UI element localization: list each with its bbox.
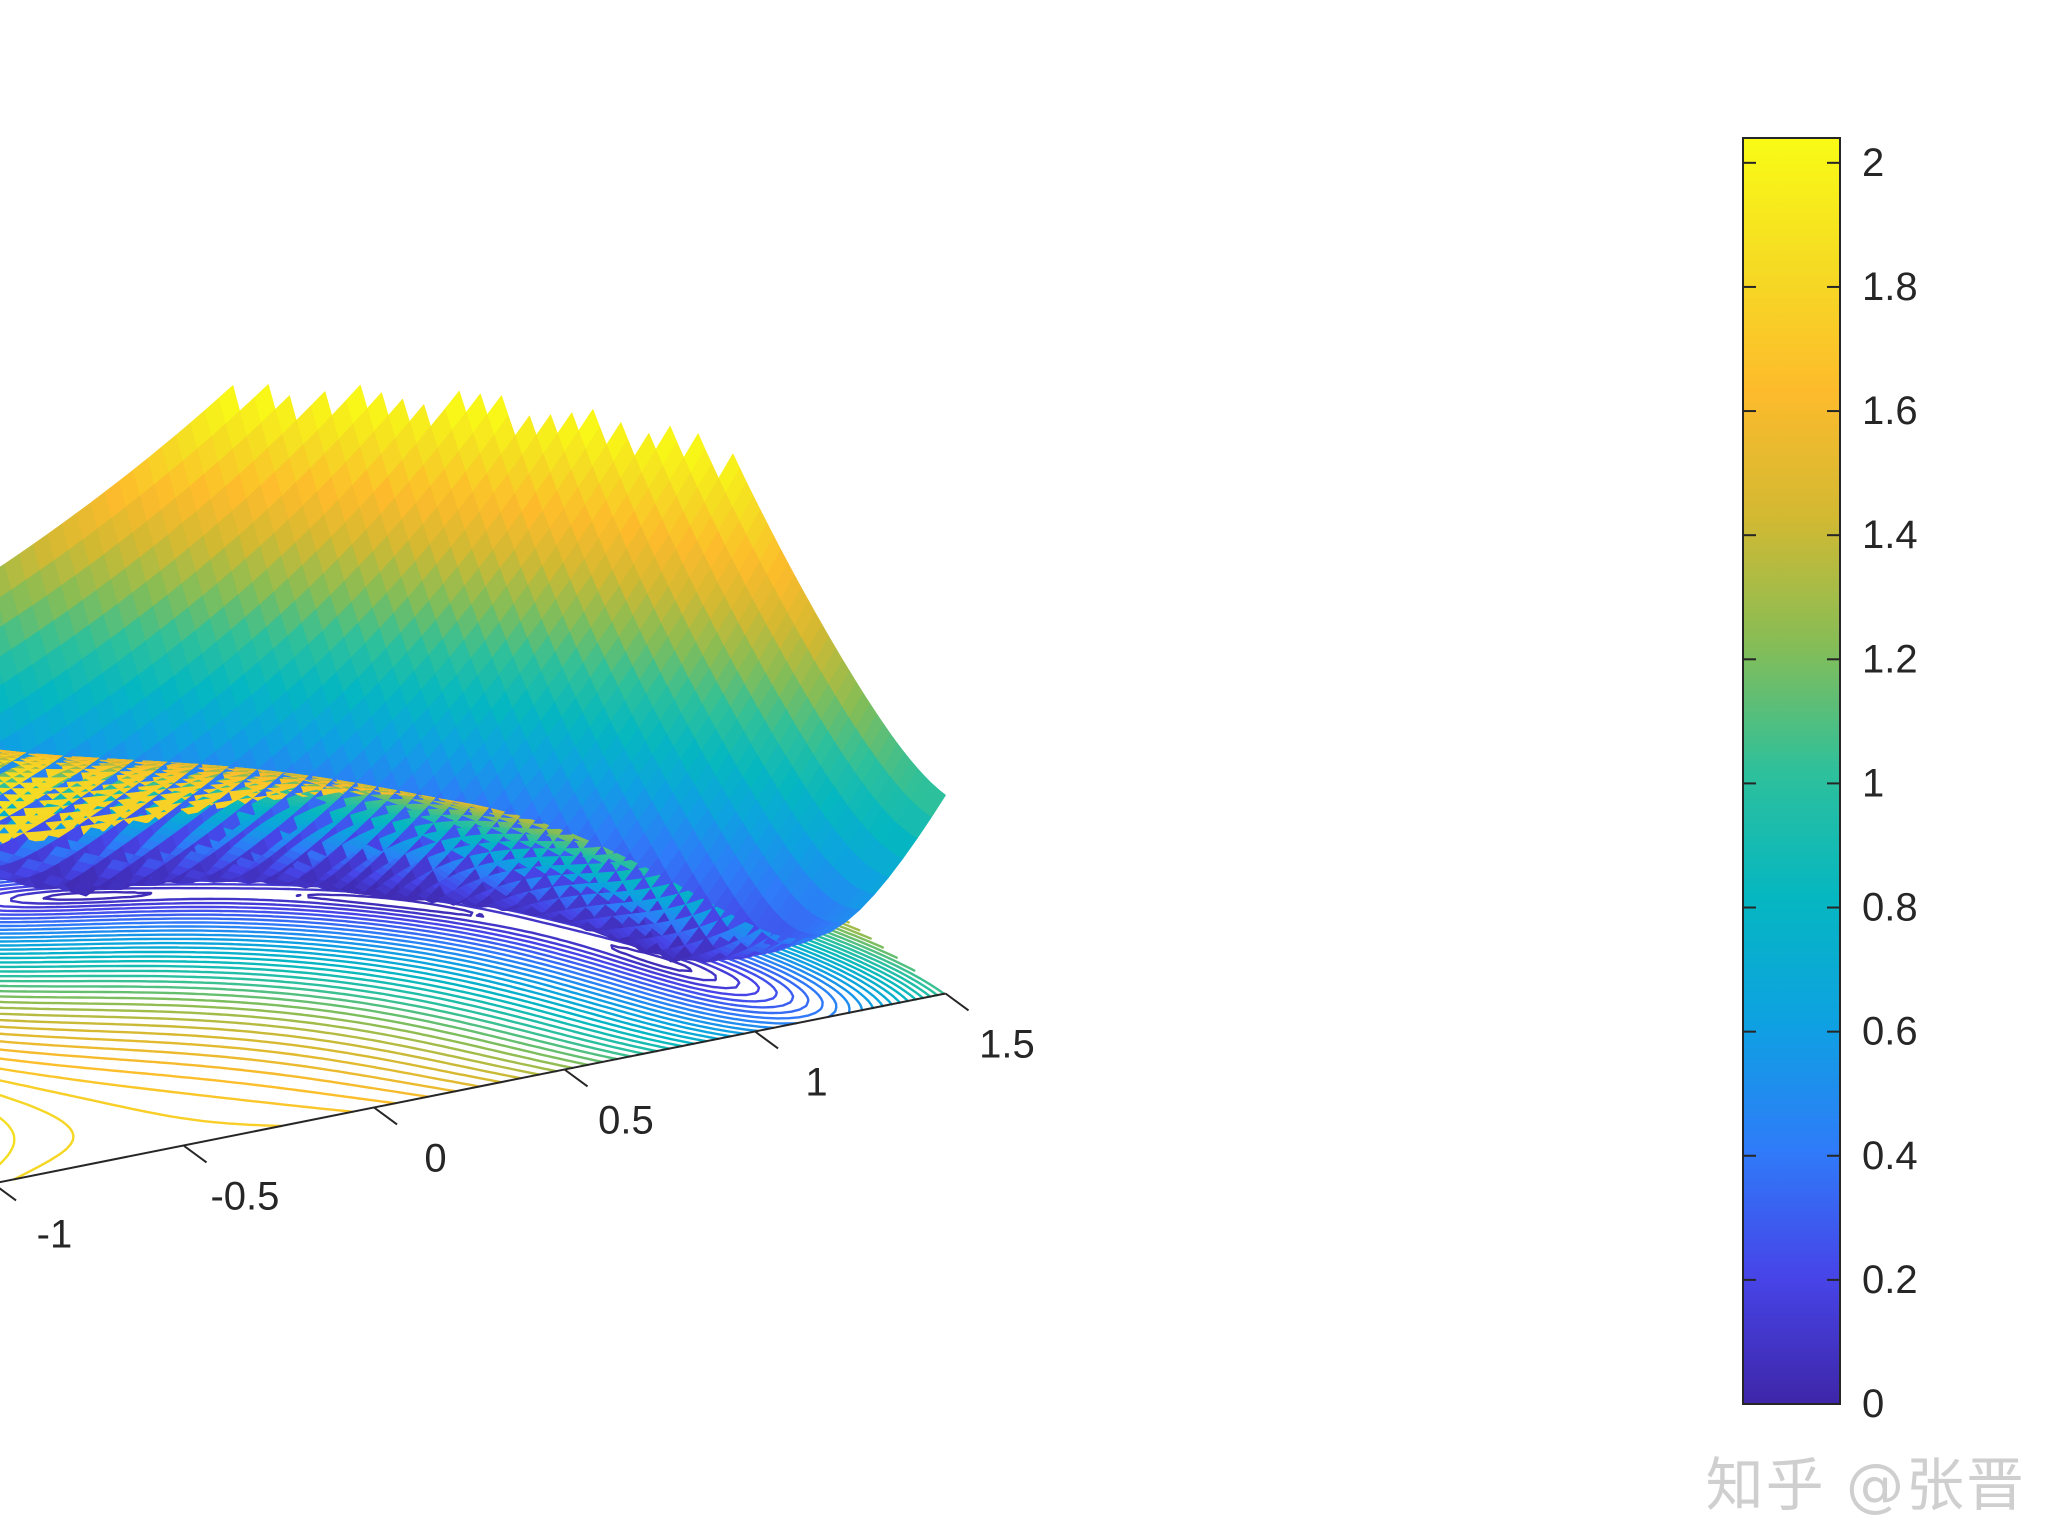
watermark: 知乎 @张晋 bbox=[1705, 1451, 2026, 1519]
colorbar-tick-label: 1 bbox=[1862, 761, 1884, 805]
x-tick-label: 0.5 bbox=[598, 1099, 654, 1143]
x-axis-line bbox=[0, 992, 946, 1184]
x-tick-mark bbox=[182, 1144, 208, 1164]
surface-patch bbox=[0, 671, 4, 687]
colorbar-tick-label: 0.2 bbox=[1862, 1258, 1918, 1302]
x-tick-label: 1 bbox=[805, 1061, 827, 1105]
contour-level-0.05 bbox=[42, 890, 693, 973]
contour-level-0.1 bbox=[10, 886, 717, 982]
colorbar-tick-label: 2 bbox=[1862, 141, 1884, 185]
colorbar-bar bbox=[1742, 137, 1841, 1405]
x-tick-mark bbox=[563, 1068, 589, 1088]
surface-patch bbox=[809, 931, 832, 941]
x-tick-label: -1 bbox=[37, 1213, 73, 1257]
colorbar: 0 0.2 0.4 0.6 0.8 1 1.2 1.4 1.6 1.8 2 bbox=[1742, 137, 1918, 1426]
colorbar-tick-label: 0.6 bbox=[1862, 1010, 1918, 1054]
x-tick-label: 0 bbox=[424, 1137, 446, 1181]
surface-patch bbox=[0, 730, 3, 743]
x-tick-label: -0.5 bbox=[210, 1175, 279, 1219]
x-tick-label: 1.5 bbox=[979, 1023, 1035, 1067]
x-tick-mark bbox=[944, 992, 970, 1012]
x-tick-mark bbox=[0, 1187, 17, 1202]
colorbar-tick-label: 1.4 bbox=[1862, 513, 1918, 557]
colorbar-tick-label: 1.8 bbox=[1862, 265, 1918, 309]
colorbar-tick-label: 0.4 bbox=[1862, 1134, 1918, 1178]
colorbar-tick-label: 0 bbox=[1862, 1382, 1884, 1426]
colorbar-tick-label: 0.8 bbox=[1862, 886, 1918, 930]
colorbar-tick-label: 1.2 bbox=[1862, 637, 1918, 681]
x-tick-mark bbox=[373, 1106, 398, 1126]
x-tick-mark bbox=[754, 1030, 779, 1050]
surface-plot bbox=[0, 384, 946, 963]
axes: -1.5-1-0.500.511.5-0.500.511.500.511.52 bbox=[0, 992, 1035, 1257]
surface-patch bbox=[0, 609, 5, 628]
colorbar-tick-label: 1.6 bbox=[1862, 389, 1918, 433]
